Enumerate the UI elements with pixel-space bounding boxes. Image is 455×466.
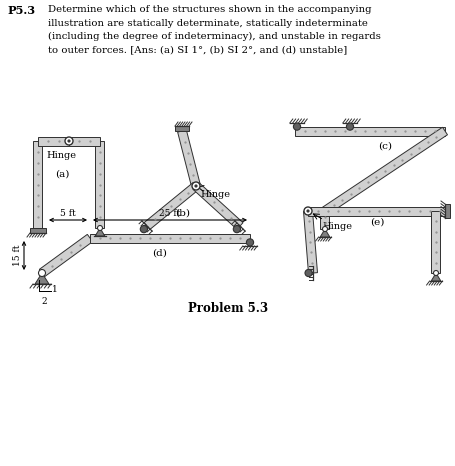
Circle shape [246, 239, 253, 246]
Text: (e): (e) [369, 218, 384, 226]
Circle shape [194, 185, 197, 187]
Polygon shape [39, 234, 92, 277]
Text: illustration are statically determinate, statically indeterminate: illustration are statically determinate,… [48, 19, 367, 27]
Circle shape [192, 182, 200, 190]
Circle shape [304, 269, 312, 277]
Circle shape [306, 210, 308, 212]
Text: Determine which of the structures shown in the accompanying: Determine which of the structures shown … [48, 5, 371, 14]
Circle shape [293, 123, 300, 130]
Bar [175, 126, 188, 131]
Text: Hinge: Hinge [200, 190, 229, 199]
Circle shape [68, 140, 70, 142]
Circle shape [233, 226, 240, 233]
Text: 2: 2 [41, 297, 46, 306]
Polygon shape [144, 183, 198, 229]
Polygon shape [192, 183, 243, 229]
Polygon shape [320, 211, 329, 229]
Text: 25 ft: 25 ft [159, 209, 180, 218]
Polygon shape [430, 273, 440, 281]
Circle shape [97, 226, 102, 231]
Polygon shape [322, 127, 446, 215]
Polygon shape [430, 211, 440, 273]
Polygon shape [294, 126, 444, 136]
Polygon shape [38, 137, 69, 145]
Text: Hinge: Hinge [46, 151, 76, 160]
Circle shape [346, 123, 353, 130]
Text: Problem 5.3: Problem 5.3 [187, 302, 268, 315]
Text: (d): (d) [152, 248, 167, 258]
Text: 15 ft: 15 ft [13, 245, 22, 266]
Bar [444, 204, 449, 218]
Polygon shape [303, 211, 317, 274]
Circle shape [303, 207, 311, 215]
Text: (c): (c) [377, 142, 391, 151]
Text: Hinge: Hinge [321, 222, 351, 231]
Bar [30, 228, 46, 233]
Text: (b): (b) [175, 208, 190, 218]
Text: (including the degree of indeterminacy), and unstable in regards: (including the degree of indeterminacy),… [48, 32, 380, 41]
Circle shape [322, 226, 327, 232]
Polygon shape [95, 141, 104, 228]
Circle shape [433, 270, 438, 275]
Polygon shape [90, 233, 249, 242]
Polygon shape [319, 229, 329, 237]
Text: 5 ft: 5 ft [60, 209, 76, 218]
Polygon shape [69, 137, 100, 145]
Polygon shape [95, 228, 105, 236]
Text: 1: 1 [52, 285, 58, 294]
Polygon shape [307, 206, 449, 215]
Circle shape [140, 226, 147, 233]
Text: (a): (a) [55, 170, 69, 178]
Circle shape [65, 137, 73, 145]
Circle shape [38, 269, 46, 276]
Text: to outer forces. [Ans: (a) SI 1°, (b) SI 2°, and (d) unstable]: to outer forces. [Ans: (a) SI 1°, (b) SI… [48, 46, 347, 55]
Text: P5.3: P5.3 [7, 5, 35, 16]
Polygon shape [177, 130, 200, 187]
Polygon shape [33, 141, 42, 228]
Polygon shape [35, 273, 49, 284]
